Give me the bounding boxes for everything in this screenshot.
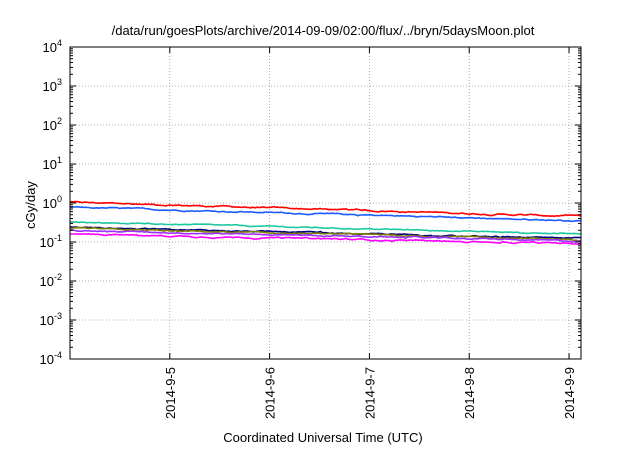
y-tick-label: 10-1 [40,233,62,250]
x-tick-label: 2014-9-9 [562,367,577,419]
x-tick-label: 2014-9-7 [362,367,377,419]
chart-title: /data/run/goesPlots/archive/2014-09-09/0… [112,23,535,38]
y-tick-label: 102 [43,116,62,133]
series-line [69,200,582,218]
y-axis-label: cGy/day [23,181,38,229]
series-line [69,226,582,239]
series-layer [69,200,582,245]
x-tick-label: 2014-9-8 [462,367,477,419]
y-tick-label: 10-3 [40,311,62,328]
y-tick-label: 103 [43,77,62,94]
series-line [69,226,582,242]
y-tick-label: 10-4 [40,350,62,367]
x-tick-label: 2014-9-6 [263,367,278,419]
series-line [69,205,582,223]
grid-layer [70,47,581,359]
y-tick-label: 10-2 [40,272,62,289]
x-axis-label: Coordinated Universal Time (UTC) [223,430,422,445]
series-line [69,233,582,245]
y-tick-label: 104 [43,38,62,55]
series-line [69,229,582,244]
y-tick-label: 101 [43,155,62,172]
x-tick-label: 2014-9-5 [163,367,178,419]
series-line [69,220,582,235]
y-tick-label: 100 [43,194,62,211]
